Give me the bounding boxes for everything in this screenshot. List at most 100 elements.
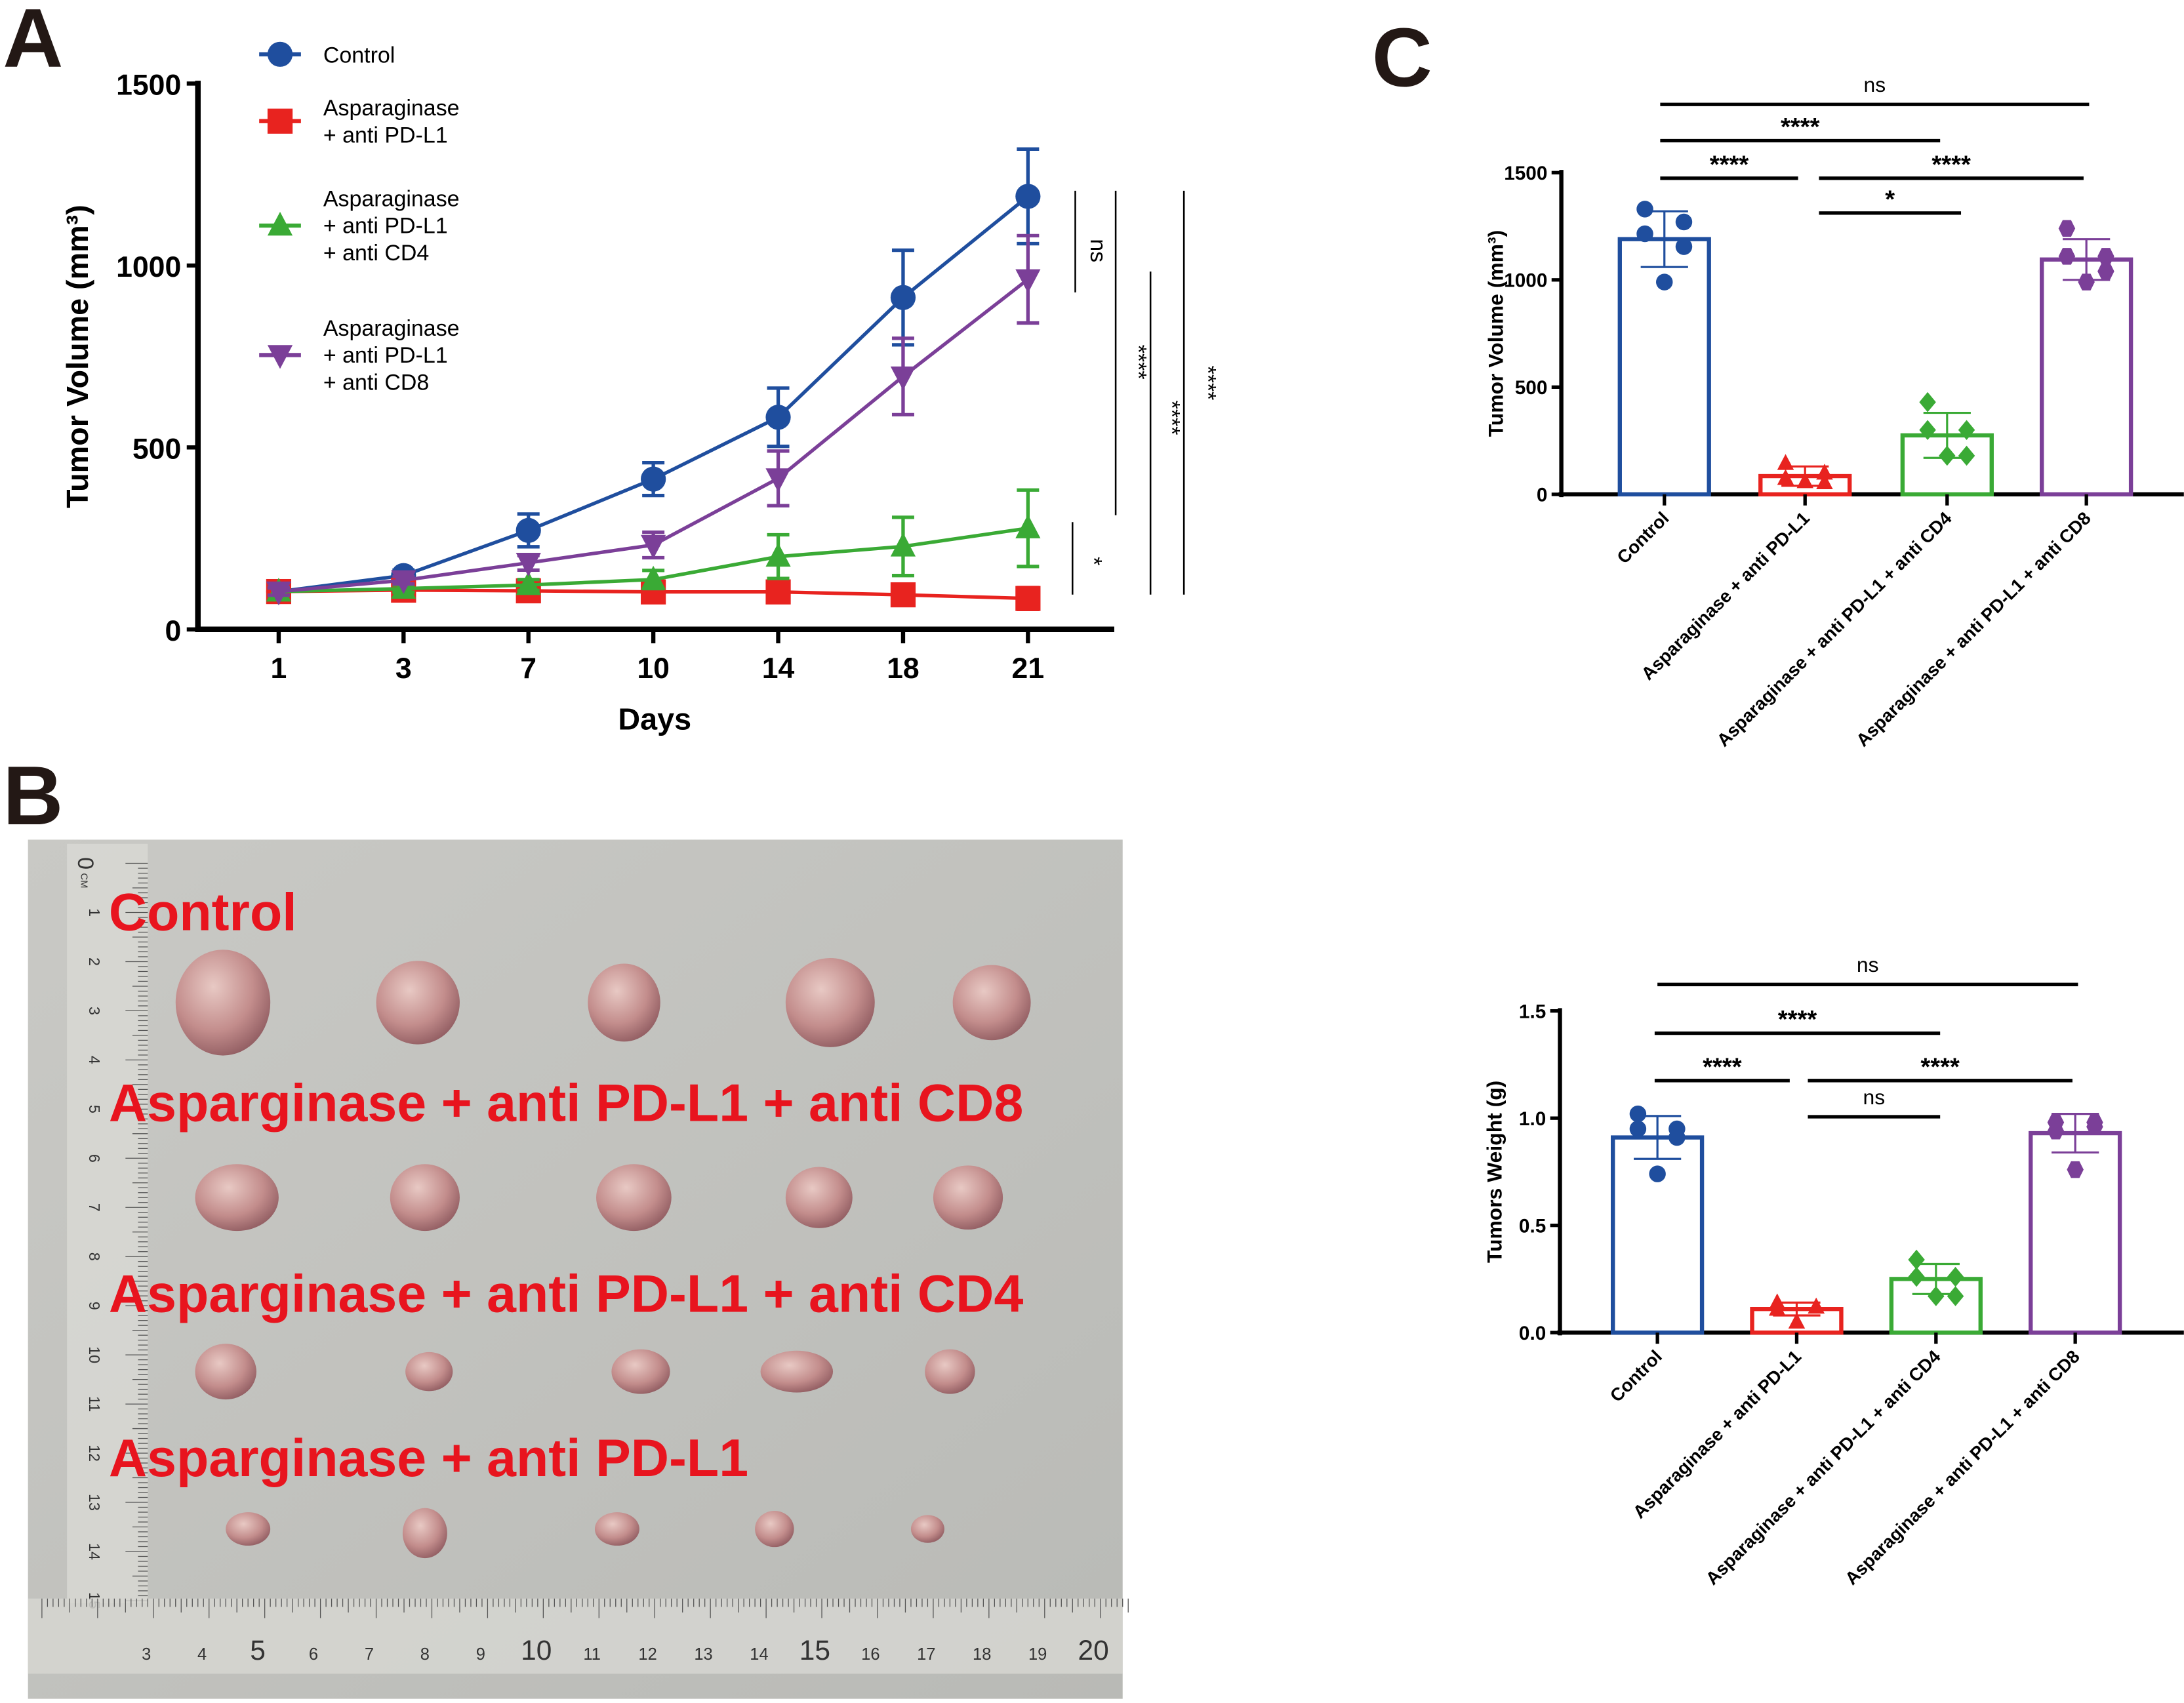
data-point: [2067, 1161, 2084, 1178]
x-tick-label: 3: [395, 652, 412, 685]
data-point: [765, 542, 791, 567]
x-tick-label: Control: [1613, 508, 1672, 567]
data-point: [1919, 391, 1936, 412]
legend-label: Asparaginase: [323, 316, 460, 341]
y-tick-label: 500: [1515, 377, 1548, 399]
significance-label: *: [1082, 557, 1106, 565]
significance-label: ****: [1159, 401, 1184, 435]
data-point: [890, 366, 916, 391]
group-label: Asparginase + anti PD-L1 + anti CD8: [109, 1073, 1023, 1132]
bar-group-1: [1758, 454, 1852, 497]
data-point: [1636, 201, 1653, 218]
x-tick-label: Asparaginase + anti PD-L1: [1637, 508, 1813, 684]
ruler-number: 3: [86, 1007, 103, 1015]
tumor-sample: [933, 1165, 1003, 1230]
tumor-sample: [952, 965, 1031, 1041]
data-point: [641, 466, 666, 492]
ruler-number: 5: [86, 1105, 103, 1113]
ruler-number: 9: [476, 1645, 485, 1664]
bar-group-2: [1900, 391, 1994, 497]
x-tick-label: 7: [520, 652, 536, 685]
data-point: [1947, 1266, 1964, 1287]
data-point: [890, 285, 916, 310]
significance-label: ****: [1125, 345, 1150, 380]
data-point: [641, 534, 666, 559]
legend-marker: [267, 211, 293, 236]
data-point: [1015, 184, 1041, 209]
bar-group-3: [2029, 1113, 2122, 1335]
tumor-sample: [195, 1164, 279, 1232]
tumor-sample: [785, 1167, 853, 1228]
x-tick-label: Asparaginase + anti PD-L1: [1629, 1346, 1806, 1523]
data-point: [2058, 220, 2076, 237]
ruler-number: 10: [86, 1346, 103, 1363]
significance-label: ns: [1863, 1085, 1886, 1109]
legend-label: + anti PD-L1: [323, 123, 448, 148]
data-point: [1629, 1105, 1647, 1123]
data-point: [516, 517, 541, 543]
ruler-number: 4: [86, 1056, 103, 1064]
y-tick-label: 0.0: [1519, 1323, 1546, 1344]
group-label: Asparginase + anti PD-L1: [109, 1429, 748, 1488]
data-point: [1908, 1249, 1925, 1270]
y-tick-label: 0: [1537, 484, 1548, 506]
y-tick-label: 1000: [1504, 270, 1547, 291]
data-point: [2097, 248, 2114, 265]
legend-marker: [267, 345, 293, 369]
tumor-sample: [195, 1344, 256, 1400]
bar-group-0: [1610, 1105, 1705, 1335]
x-tick-label: 18: [887, 652, 920, 685]
ruler-number: 1: [86, 908, 103, 917]
data-point: [1769, 1300, 1786, 1316]
data-point: [1015, 586, 1041, 611]
x-tick-label: 1: [270, 652, 287, 685]
ruler-number: 2: [86, 957, 103, 966]
ruler-number: 5: [250, 1635, 266, 1666]
bar: [2040, 257, 2133, 497]
tumor-sample: [390, 1164, 460, 1232]
tumor-sample: [588, 963, 660, 1042]
tumor-sample: [755, 1510, 794, 1548]
series-3: [266, 233, 1041, 606]
tumor-sample: [785, 957, 875, 1047]
ruler-number: 13: [694, 1645, 712, 1664]
ruler-number: 17: [917, 1645, 935, 1664]
x-tick-label: Asparaginase + anti PD-L1 + anti CD8: [1852, 508, 2095, 750]
significance-label: ****: [1710, 150, 1749, 178]
ruler-number: 7: [365, 1645, 374, 1664]
legend-label: + anti CD4: [323, 241, 429, 266]
data-point: [1629, 1120, 1647, 1138]
ruler-number: 18: [973, 1645, 991, 1664]
ruler-number: 13: [86, 1494, 103, 1511]
tumor-growth-line-chart: 0 500 1000 1500 1 3 7 10 14 18 21 Days Tumor Volume …: [60, 41, 1221, 736]
data-point: [1947, 1286, 1964, 1306]
data-point: [1636, 225, 1653, 243]
ruler-number: 16: [861, 1645, 880, 1664]
x-tick-label: 10: [637, 652, 670, 685]
tumor-sample: [910, 1515, 944, 1543]
y-axis-title: Tumor Volume (mm³): [1484, 230, 1507, 437]
x-tick-label: Asparaginase + anti PD-L1 + anti CD8: [1841, 1346, 2084, 1589]
bar-group-2: [1889, 1249, 1983, 1335]
ruler-number: 3: [142, 1645, 151, 1664]
data-point: [1675, 238, 1693, 255]
ruler-horizontal: [28, 1598, 1123, 1674]
ruler-number: 6: [86, 1154, 103, 1163]
data-point: [1656, 273, 1673, 291]
data-point: [2086, 1113, 2103, 1131]
ruler-number: 8: [420, 1645, 430, 1664]
significance-label: ns: [1864, 73, 1886, 96]
data-point: [1668, 1129, 1686, 1146]
ruler-number: 11: [86, 1396, 103, 1412]
data-point: [1649, 1165, 1666, 1182]
panel-label-b: B: [3, 749, 63, 842]
data-point: [1908, 1266, 1925, 1287]
legend-label: Asparaginase: [323, 96, 460, 121]
legend-marker: [267, 108, 293, 134]
bar-group-0: [1617, 201, 1711, 497]
ruler-number: 12: [86, 1445, 103, 1462]
legend-label: Asparaginase: [323, 186, 460, 211]
